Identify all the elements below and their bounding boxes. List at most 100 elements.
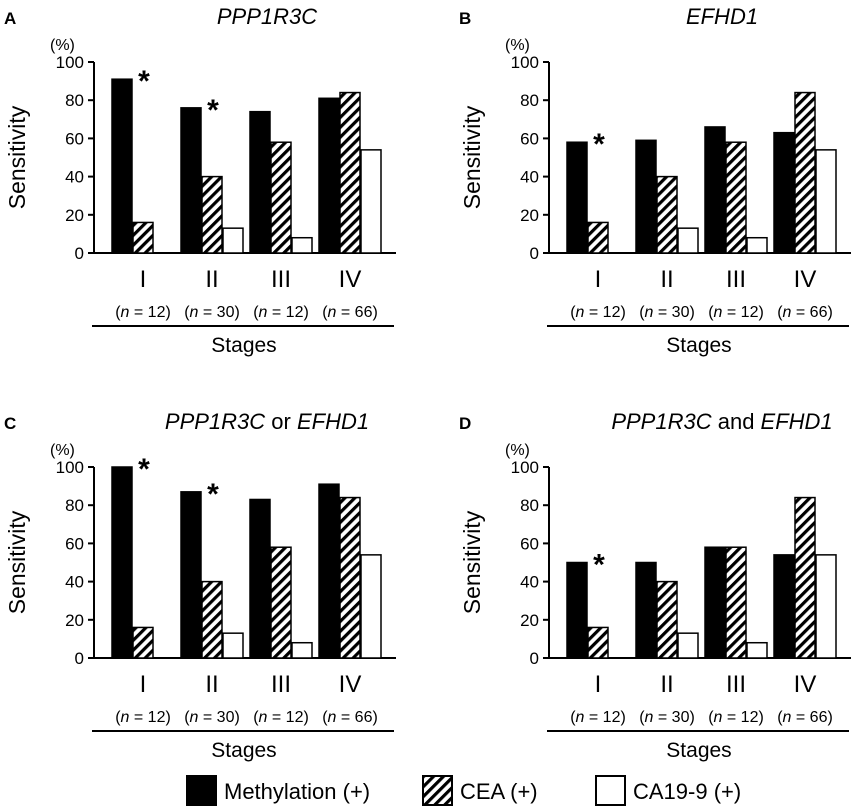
sample-size-value: = 12) — [584, 304, 625, 321]
sample-size-n: n — [328, 304, 337, 321]
x-tick-label: IV — [339, 266, 362, 293]
legend-label: Methylation (+) — [224, 779, 370, 804]
chart-title-part: PPP1R3C — [217, 4, 317, 29]
x-tick-label: I — [140, 266, 147, 293]
sample-size-label: (n = 12) — [115, 304, 171, 321]
sample-size-n: n — [121, 304, 130, 321]
sample-size-open: ( — [184, 304, 190, 321]
sample-size-n: n — [121, 709, 130, 726]
legend-label: CA19-9 (+) — [633, 779, 741, 804]
sample-size-value: = 12) — [722, 304, 763, 321]
y-tick-label: 60 — [520, 534, 539, 553]
significance-marker: * — [593, 549, 605, 582]
sample-size-value: = 66) — [791, 304, 832, 321]
sample-size-value: = 12) — [129, 304, 170, 321]
sample-size-value: = 30) — [653, 709, 694, 726]
ca19-9-bar — [360, 554, 382, 659]
sample-size-value: = 12) — [267, 304, 308, 321]
methylation-bar — [249, 498, 271, 659]
x-axis-label: Stages — [211, 739, 276, 762]
sample-size-value: = 12) — [722, 709, 763, 726]
sample-size-value: = 66) — [791, 709, 832, 726]
significance-marker: * — [593, 128, 605, 161]
sample-size-open: ( — [253, 709, 259, 726]
sample-size-open: ( — [253, 304, 259, 321]
sample-size-open: ( — [322, 709, 328, 726]
sample-size-open: ( — [570, 709, 576, 726]
significance-marker: * — [138, 65, 150, 98]
y-tick-label: 20 — [65, 206, 84, 225]
cea-bar — [339, 91, 361, 254]
ca19-9-bar — [291, 641, 313, 659]
y-tick-label: 80 — [65, 496, 84, 515]
methylation-bar — [180, 491, 202, 659]
cea-bar — [270, 141, 292, 254]
sample-size-value: = 30) — [198, 304, 239, 321]
y-tick-label: 0 — [75, 244, 84, 263]
cea-bar — [201, 580, 223, 659]
chart-title: PPP1R3C or EFHD1 — [165, 409, 369, 434]
sample-size-value: = 66) — [336, 304, 377, 321]
x-tick-label: III — [271, 671, 291, 698]
x-tick-label: III — [726, 266, 746, 293]
y-tick-label: 100 — [511, 458, 539, 477]
sample-size-value: = 12) — [129, 709, 170, 726]
y-axis-label: Sensitivity — [459, 510, 485, 614]
sample-size-n: n — [645, 709, 654, 726]
methylation-bar — [318, 97, 340, 254]
cea-bar — [587, 626, 609, 659]
sample-size-label: (n = 12) — [570, 304, 626, 321]
sample-size-n: n — [714, 304, 723, 321]
cea-bar — [794, 496, 816, 659]
ca19-9-bar — [360, 149, 382, 254]
sample-size-open: ( — [115, 304, 121, 321]
y-unit-label: (%) — [50, 37, 75, 54]
panel-label: C — [4, 414, 16, 433]
methylation-bar — [773, 554, 795, 659]
y-tick-label: 80 — [520, 496, 539, 515]
cea-bar — [656, 580, 678, 659]
cea-bar — [132, 221, 154, 254]
cea-bar — [794, 91, 816, 254]
chart-title: PPP1R3C — [217, 4, 317, 29]
significance-marker: * — [207, 94, 219, 127]
sample-size-label: (n = 12) — [253, 709, 309, 726]
sample-size-value: = 12) — [267, 709, 308, 726]
y-tick-label: 0 — [530, 244, 539, 263]
sample-size-n: n — [576, 709, 585, 726]
ca19-9-bar — [677, 632, 699, 659]
sample-size-n: n — [190, 304, 199, 321]
cea-bar — [656, 175, 678, 254]
sample-size-label: (n = 66) — [777, 709, 833, 726]
sample-size-open: ( — [184, 709, 190, 726]
methylation-bar — [111, 466, 133, 659]
y-axis-label: Sensitivity — [4, 510, 30, 614]
sample-size-n: n — [645, 304, 654, 321]
y-axis-label: Sensitivity — [4, 105, 30, 209]
sample-size-open: ( — [777, 304, 783, 321]
sample-size-label: (n = 12) — [253, 304, 309, 321]
ca19-9-bar — [746, 641, 768, 659]
sample-size-n: n — [576, 304, 585, 321]
cea-bar — [270, 546, 292, 659]
chart-title-part: EFHD1 — [686, 4, 758, 29]
x-axis-label: Stages — [666, 334, 731, 357]
y-unit-label: (%) — [505, 442, 530, 459]
sample-size-label: (n = 66) — [322, 304, 378, 321]
legend-swatch-2 — [595, 775, 626, 806]
x-tick-label: I — [595, 266, 602, 293]
ca19-9-bar — [291, 236, 313, 254]
sample-size-label: (n = 12) — [708, 709, 764, 726]
sample-size-open: ( — [708, 709, 714, 726]
cea-bar — [201, 175, 223, 254]
methylation-bar — [635, 561, 657, 659]
sample-size-open: ( — [115, 709, 121, 726]
y-unit-label: (%) — [50, 442, 75, 459]
sample-size-open: ( — [639, 709, 645, 726]
significance-marker: * — [138, 453, 150, 486]
sample-size-open: ( — [639, 304, 645, 321]
ca19-9-bar — [815, 149, 837, 254]
sample-size-value: = 30) — [653, 304, 694, 321]
y-tick-label: 40 — [520, 573, 539, 592]
methylation-bar — [318, 483, 340, 659]
